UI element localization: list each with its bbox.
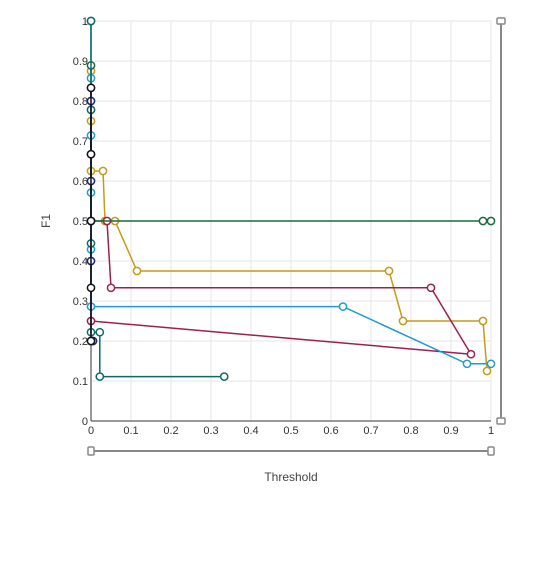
data-point[interactable] <box>482 366 492 376</box>
y-tick-label: 0.3 <box>73 296 88 308</box>
data-point[interactable] <box>338 302 348 311</box>
data-point[interactable] <box>219 372 229 381</box>
y-tick-label: 1 <box>82 16 88 28</box>
data-point[interactable] <box>95 372 105 381</box>
data-point[interactable] <box>106 283 116 293</box>
series-lines <box>86 16 496 381</box>
x-tick-label: 0.7 <box>363 425 378 437</box>
data-point[interactable] <box>86 16 96 26</box>
y-slider-handle-bottom[interactable] <box>496 417 506 425</box>
data-point[interactable] <box>98 166 108 176</box>
x-tick-label: 0.5 <box>283 425 298 437</box>
data-point[interactable] <box>486 216 496 226</box>
x-tick-label: 1 <box>488 425 494 437</box>
y-tick-label: 0.9 <box>73 56 88 68</box>
y-tick-label: 0.4 <box>73 256 88 268</box>
data-point[interactable] <box>426 283 436 293</box>
data-point[interactable] <box>398 316 408 326</box>
data-point[interactable] <box>86 83 96 93</box>
y-axis-title: F1 <box>39 214 53 228</box>
y-tick-label: 0 <box>82 416 88 428</box>
x-tick-label: 0.3 <box>203 425 218 437</box>
x-slider-handle-left[interactable] <box>87 446 95 456</box>
series-7 <box>86 83 96 346</box>
x-tick-label: 0.8 <box>403 425 418 437</box>
data-point[interactable] <box>86 336 96 346</box>
x-tick-label: 0.6 <box>323 425 338 437</box>
data-point[interactable] <box>86 283 96 293</box>
data-point[interactable] <box>132 266 142 276</box>
x-tick-labels: 0 0.1 0.2 0.3 0.4 0.5 0.6 0.7 0.8 0.9 1 <box>88 425 494 437</box>
y-slider-handle-top[interactable] <box>496 17 506 25</box>
x-tick-label: 0.1 <box>123 425 138 437</box>
x-tick-label: 0 <box>88 425 94 437</box>
x-slider-handle-right[interactable] <box>487 446 495 456</box>
data-point[interactable] <box>478 316 488 326</box>
y-tick-label: 0.6 <box>73 176 88 188</box>
data-point[interactable] <box>486 359 496 369</box>
x-tick-label: 0.9 <box>443 425 458 437</box>
series-5 <box>86 16 229 381</box>
data-point[interactable] <box>466 349 476 359</box>
y-tick-label: 0.2 <box>73 336 88 348</box>
x-range-slider[interactable] <box>87 446 495 456</box>
x-tick-label: 0.4 <box>243 425 258 437</box>
data-point[interactable] <box>86 149 96 159</box>
y-tick-label: 0.1 <box>73 376 88 388</box>
data-point[interactable] <box>478 216 488 226</box>
y-range-slider[interactable] <box>496 17 506 425</box>
x-tick-label: 0.2 <box>163 425 178 437</box>
y-tick-labels: 0 0.1 0.2 0.3 0.4 0.5 0.6 0.7 0.8 0.9 1 <box>73 16 88 428</box>
data-point[interactable] <box>86 216 96 226</box>
x-axis-title: Threshold <box>264 470 317 484</box>
data-point[interactable] <box>462 359 472 369</box>
y-tick-label: 0.5 <box>73 216 88 228</box>
data-point[interactable] <box>95 327 105 337</box>
y-tick-label: 0.8 <box>73 96 88 108</box>
data-point[interactable] <box>384 266 394 276</box>
y-tick-label: 0.7 <box>73 136 88 148</box>
